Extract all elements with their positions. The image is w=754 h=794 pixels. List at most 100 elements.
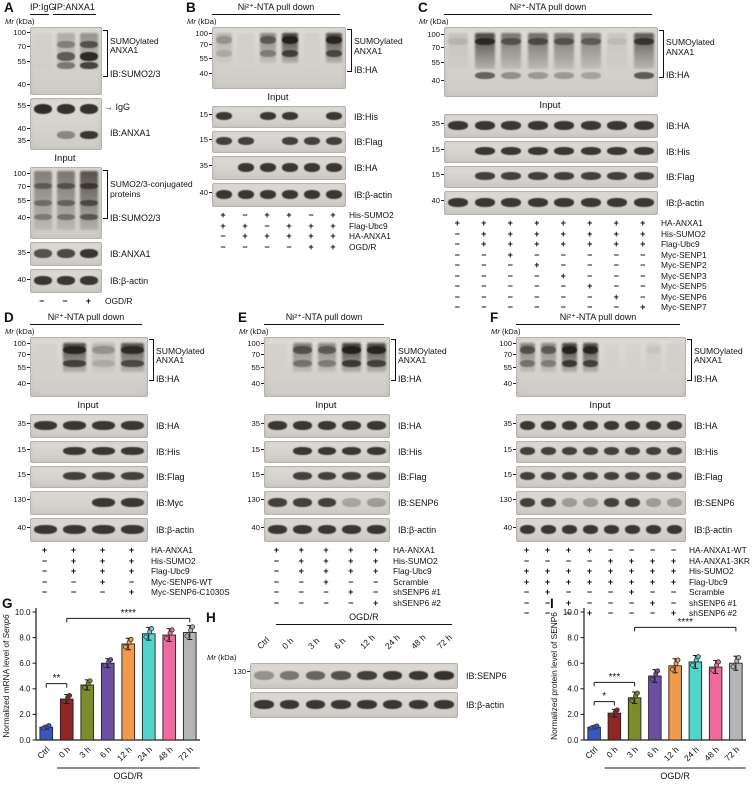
blot-row: 35 IB:HA [490,414,753,438]
wb-band [281,137,299,146]
condition-row: − − − − − + − − Myc-SENP5 [418,281,752,292]
blot-annotation-line: SUMOylated [354,35,403,46]
condition-mark: − [534,281,540,291]
condition-label: OGD/R [349,241,377,252]
bar [182,632,197,741]
x-tick-label: 0 h [57,744,73,760]
wb-band [540,447,557,456]
condition-mark: + [323,545,329,555]
wb-band [57,131,75,139]
data-point [730,664,736,670]
blot-row: 35 IB:HA [186,156,418,180]
condition-label: Myc-SENP6 [661,291,707,302]
y-tick-label: 4.0 [19,685,31,694]
condition-marks: − − − + − − − − [444,260,656,271]
marker-column: 40 [186,183,213,207]
wb-band [561,421,578,431]
condition-mark: − [308,210,314,220]
wb-band [607,172,628,181]
data-point [715,659,721,665]
wb-band [215,190,233,200]
condition-mark: − [242,241,248,252]
panel-header-row: Ni²⁺-NTA pull down [490,312,753,326]
wb-band [33,276,52,286]
wb-blot [444,114,658,138]
condition-mark: + [507,218,513,228]
wb-blot [212,27,346,89]
x-tick-label: 12 h [662,744,681,763]
mw-marker: 40 [17,80,31,90]
panel-A-body: IP:IgG IP:ANXA1 Mr (kDa) 100 70 55 40 SUMOylate… [4,2,193,307]
wb-band [645,472,662,481]
wb-band [357,670,377,680]
condition-mark: + [587,239,593,249]
mw-marker: 15 [199,109,213,119]
data-point [690,662,696,668]
wb-band [519,472,536,481]
condition-mark: − [613,260,619,270]
mw-marker: 100 [13,168,30,178]
lane-group-header: Ni²⁺-NTA pull down [212,2,340,15]
condition-mark: − [628,597,635,608]
mw-marker: 70 [251,349,265,359]
wb-band [527,172,548,181]
sig-label: **** [677,617,693,628]
condition-mark: + [99,545,106,555]
wb-blot [264,414,390,438]
mr-label: Mr (kDa) [419,17,449,26]
blot-right-labels: IB:β-actin [148,518,238,542]
mw-marker: 35 [431,119,445,129]
wb-band [540,525,557,535]
condition-mark: + [99,576,106,587]
panel-header-row: Ni²⁺-NTA pull down [4,312,238,326]
x-tick-label: Ctrl [583,744,599,760]
panel-D-label: D [4,310,14,325]
blot-right-labels: IB:HA [658,114,752,138]
condition-mark: − [507,270,513,281]
mr-label: Mr (kDa) [491,327,521,336]
wb-band [580,37,601,45]
wb-band [267,498,287,508]
condition-mark: − [607,597,614,608]
data-point [122,644,128,650]
mw-marker: 130 [499,495,516,505]
bar [121,643,136,741]
condition-row: − − − − + + + + HA-ANXA1-3KR [490,556,753,567]
condition-mark: + [565,566,572,576]
blot-annotation-line: SUMOylated [110,35,159,46]
wb-band [666,498,683,508]
marker-column: 130 [4,491,30,515]
blot-right-labels: IB:His [390,441,490,463]
mw-marker: 130 [13,495,30,505]
blot-right-labels: IB:Flag [390,466,490,488]
antibody-label: IB:Myc [156,498,184,508]
blot-annotation-line: ANXA1 [666,46,695,57]
wb-band [325,36,343,45]
antibody-label: IB:β-actin [156,525,195,535]
condition-marks: − − − − + − − − [444,271,656,282]
wb-band [121,525,144,535]
wb-band [603,525,620,535]
wb-band [63,360,86,368]
wb-smear [607,33,628,69]
marker-column: 15 [4,466,31,488]
wb-band [666,525,683,535]
wb-band [540,346,557,355]
condition-row: − − + − − Scramble [238,577,490,588]
condition-mark: + [220,210,226,220]
wb-band [267,421,287,431]
mw-marker: 40 [503,378,517,388]
antibody-label: IB:His [398,447,423,457]
condition-row: + + + + + + + + Flag-Ubc9 [490,577,753,588]
blot-right-labels: SUMOylated ANXA1 IB:SUMO2/3 [102,27,186,95]
blot-row: 130 IB:SENP6 [206,663,552,689]
panel-header-row: IP:IgG IP:ANXA1 [4,2,186,16]
condition-mark: − [507,302,513,312]
wb-band [237,163,255,173]
condition-marks: − + + + [30,556,146,567]
wb-band [325,163,343,173]
wb-band [92,421,115,431]
marker-column: 130 [490,491,516,515]
wb-band [367,498,387,508]
